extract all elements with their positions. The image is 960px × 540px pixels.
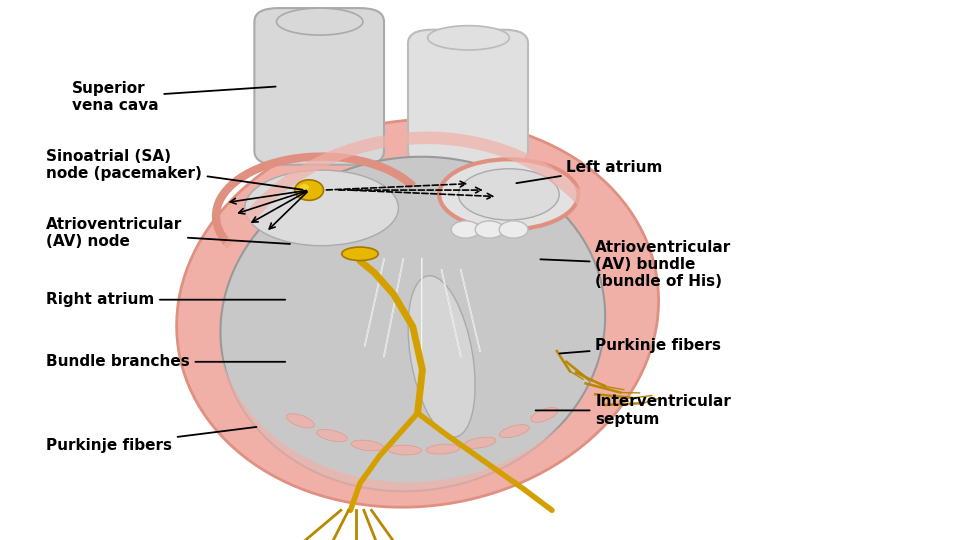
Ellipse shape	[459, 168, 559, 220]
Ellipse shape	[351, 440, 384, 451]
Ellipse shape	[499, 424, 529, 437]
Ellipse shape	[388, 445, 421, 455]
Ellipse shape	[221, 157, 605, 491]
Text: Left atrium: Left atrium	[516, 160, 662, 183]
Text: Interventricular
septum: Interventricular septum	[536, 394, 732, 427]
Text: Purkinje fibers: Purkinje fibers	[46, 427, 256, 453]
Ellipse shape	[300, 184, 309, 191]
Text: Sinoatrial (SA)
node (pacemaker): Sinoatrial (SA) node (pacemaker)	[46, 148, 302, 190]
Text: Atrioventricular
(AV) node: Atrioventricular (AV) node	[46, 217, 290, 249]
Ellipse shape	[286, 414, 314, 428]
Ellipse shape	[426, 444, 460, 454]
Ellipse shape	[177, 119, 659, 507]
FancyBboxPatch shape	[254, 8, 384, 165]
Ellipse shape	[342, 247, 378, 261]
Ellipse shape	[440, 159, 578, 230]
Ellipse shape	[475, 221, 504, 238]
Text: Atrioventricular
(AV) bundle
(bundle of His): Atrioventricular (AV) bundle (bundle of …	[540, 240, 732, 289]
Ellipse shape	[531, 408, 558, 422]
Text: Superior
vena cava: Superior vena cava	[72, 81, 276, 113]
Ellipse shape	[464, 437, 496, 448]
Text: Bundle branches: Bundle branches	[46, 354, 285, 369]
Ellipse shape	[499, 221, 528, 238]
Ellipse shape	[428, 25, 509, 50]
Text: Purkinje fibers: Purkinje fibers	[560, 338, 721, 354]
Ellipse shape	[408, 276, 475, 437]
Ellipse shape	[295, 180, 324, 200]
Ellipse shape	[317, 429, 348, 442]
Ellipse shape	[245, 170, 398, 246]
FancyBboxPatch shape	[408, 30, 528, 165]
Ellipse shape	[451, 221, 480, 238]
Text: Right atrium: Right atrium	[46, 292, 285, 307]
Ellipse shape	[276, 8, 363, 35]
